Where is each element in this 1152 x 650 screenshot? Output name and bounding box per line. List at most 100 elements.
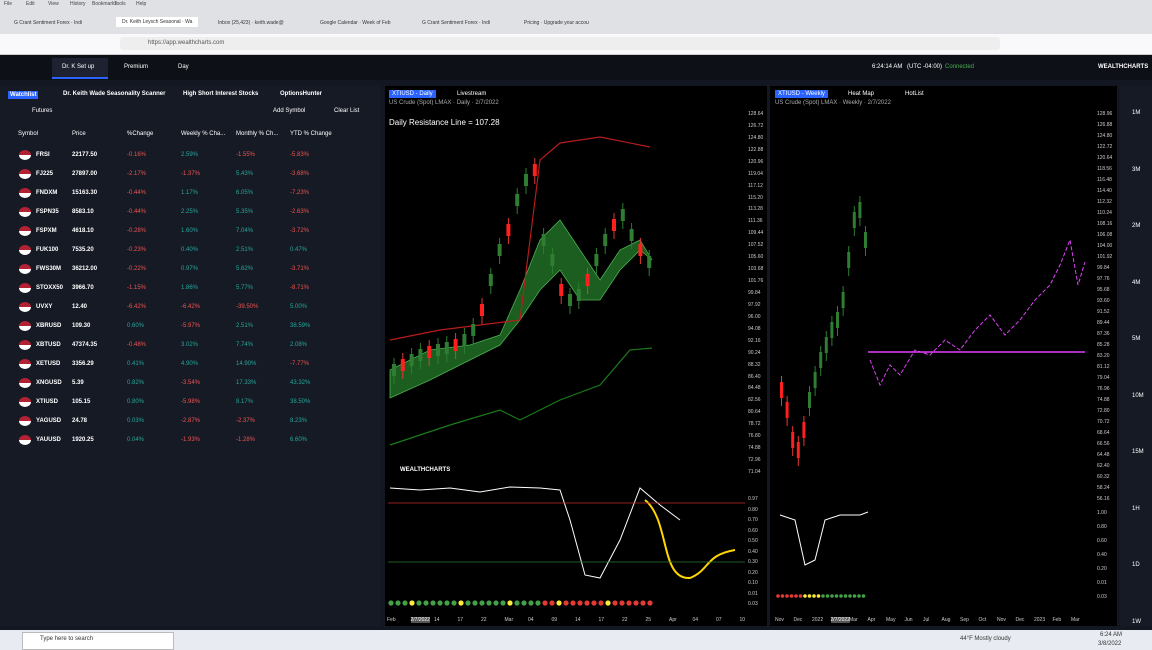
candle (638, 244, 643, 256)
label: -7.23% (290, 190, 310, 196)
candle (400, 359, 405, 371)
label: 76.96 (1097, 386, 1110, 392)
label: 0.01 (748, 590, 758, 597)
label: 79.04 (1097, 375, 1110, 381)
label: 90.24 (748, 349, 761, 356)
dot (821, 594, 825, 598)
label: 0.41% (127, 361, 145, 367)
label: 38.50% (290, 399, 311, 405)
dot (549, 600, 555, 606)
flag (19, 378, 31, 388)
label: 8.23% (290, 418, 308, 424)
label: 97.92 (748, 301, 761, 308)
dot (816, 594, 821, 598)
dot (535, 600, 541, 606)
label: 3M (1132, 166, 1141, 173)
chart-weekly (770, 86, 1117, 626)
label: 120.96 (748, 158, 764, 165)
url-field[interactable] (120, 37, 1000, 50)
label: 62.40 (1097, 463, 1110, 469)
label: 0.80 (1097, 524, 1107, 530)
label: 2.51% (236, 323, 254, 329)
dot (451, 600, 457, 606)
label: 0.04% (127, 437, 145, 443)
label: 0.80 (748, 506, 758, 513)
dot (852, 594, 857, 598)
flag (19, 302, 31, 312)
label: 5M (1132, 336, 1141, 342)
label: Sep (960, 617, 969, 623)
dot (500, 600, 506, 606)
dot (839, 594, 843, 598)
dot (479, 600, 485, 606)
label: 2.25% (181, 209, 199, 215)
dot (626, 600, 632, 606)
active-layout[interactable] (52, 58, 108, 79)
dot (794, 594, 798, 598)
label: XTIUSD - Weekly (775, 90, 828, 98)
label: 24.78 (72, 418, 88, 424)
label: 0.20 (748, 569, 758, 576)
dot (416, 600, 422, 606)
label: 4M (1132, 279, 1141, 286)
label: YAUUSD (36, 437, 61, 443)
label: 124.80 (1097, 133, 1113, 139)
label: 0.30 (748, 559, 758, 565)
label: 66.56 (1097, 441, 1110, 447)
candle (436, 344, 440, 356)
dot (423, 600, 429, 606)
candle (603, 234, 608, 246)
label: OptionsHunter (280, 91, 322, 97)
label: History (70, 1, 86, 7)
label: 86.40 (748, 373, 761, 380)
candle (864, 232, 867, 248)
dot (514, 600, 520, 606)
candles (392, 158, 867, 466)
candle (824, 337, 828, 353)
label: 1M (1132, 110, 1141, 116)
flag (19, 321, 31, 331)
label: 118.56 (1097, 166, 1112, 172)
candle (620, 209, 625, 221)
dot (647, 600, 653, 606)
label: 81.12 (1097, 364, 1110, 370)
label: Dr. Keith Wade Seasonality Scanner (63, 91, 166, 97)
label: Google Calendar · Week of Feb (320, 20, 391, 26)
candle (471, 324, 476, 336)
label: 2/7/2022 (830, 617, 850, 623)
label: -0.28% (127, 228, 147, 234)
watchlist-panel (0, 86, 380, 626)
label: FWS30M (36, 266, 62, 272)
label: 101.76 (748, 278, 764, 285)
label: Mar (849, 617, 858, 623)
label: 09 (551, 617, 558, 623)
candle (836, 312, 839, 328)
label: WEALTHCHARTS (1098, 64, 1149, 70)
label: 0.97 (748, 496, 758, 502)
label: 72.80 (1097, 408, 1110, 414)
label: Apr (669, 617, 677, 623)
label: -1.55% (236, 152, 256, 158)
label: %Change (127, 131, 154, 137)
label: HotList (905, 91, 924, 97)
label: US Crude (Spot) LMAX · Weekly · 2/7/2022 (775, 100, 891, 106)
dot (472, 600, 478, 606)
label: 43.32% (290, 380, 311, 386)
label: -0.44% (127, 190, 147, 196)
label: 101.92 (1097, 254, 1113, 260)
label: 1D (1132, 562, 1140, 568)
candle (515, 194, 520, 206)
label: 105.60 (748, 254, 764, 261)
label: 109.44 (748, 230, 764, 237)
label: Pricing · Upgrade your accou (524, 20, 589, 26)
label: XBTUSD (36, 342, 61, 348)
label: 44°F Mostly cloudy (960, 636, 1011, 642)
candle (612, 219, 616, 231)
candle (559, 284, 564, 296)
label: 0.03 (748, 601, 758, 607)
label: 4618.10 (72, 228, 94, 234)
label: 93.60 (1097, 298, 1110, 304)
dot (633, 600, 639, 606)
label: 25 (645, 617, 652, 623)
label: Help (136, 1, 147, 7)
